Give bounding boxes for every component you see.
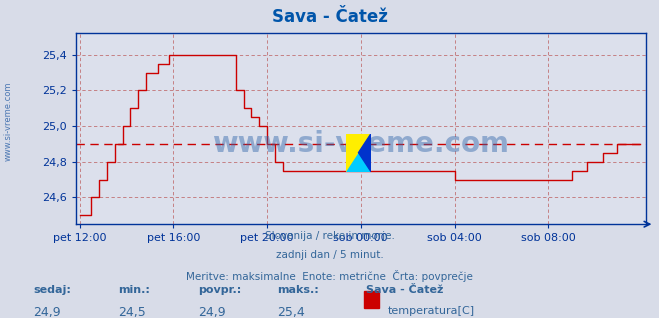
Text: temperatura[C]: temperatura[C] — [387, 306, 474, 316]
Text: Meritve: maksimalne  Enote: metrične  Črta: povprečje: Meritve: maksimalne Enote: metrične Črta… — [186, 270, 473, 282]
Text: povpr.:: povpr.: — [198, 285, 241, 294]
Text: maks.:: maks.: — [277, 285, 318, 294]
Text: Sava - Čatež: Sava - Čatež — [366, 285, 443, 294]
Text: min.:: min.: — [119, 285, 150, 294]
Text: sedaj:: sedaj: — [33, 285, 71, 294]
Text: zadnji dan / 5 minut.: zadnji dan / 5 minut. — [275, 250, 384, 260]
Text: www.si-vreme.com: www.si-vreme.com — [212, 130, 509, 158]
Text: 24,9: 24,9 — [33, 306, 61, 318]
Text: 25,4: 25,4 — [277, 306, 304, 318]
Text: 24,5: 24,5 — [119, 306, 146, 318]
Text: 24,9: 24,9 — [198, 306, 225, 318]
Text: www.si-vreme.com: www.si-vreme.com — [3, 81, 13, 161]
Polygon shape — [346, 134, 371, 172]
Polygon shape — [346, 134, 371, 172]
Text: Sava - Čatež: Sava - Čatež — [272, 8, 387, 26]
Text: Slovenija / reke in morje.: Slovenija / reke in morje. — [264, 231, 395, 240]
Polygon shape — [358, 134, 371, 172]
